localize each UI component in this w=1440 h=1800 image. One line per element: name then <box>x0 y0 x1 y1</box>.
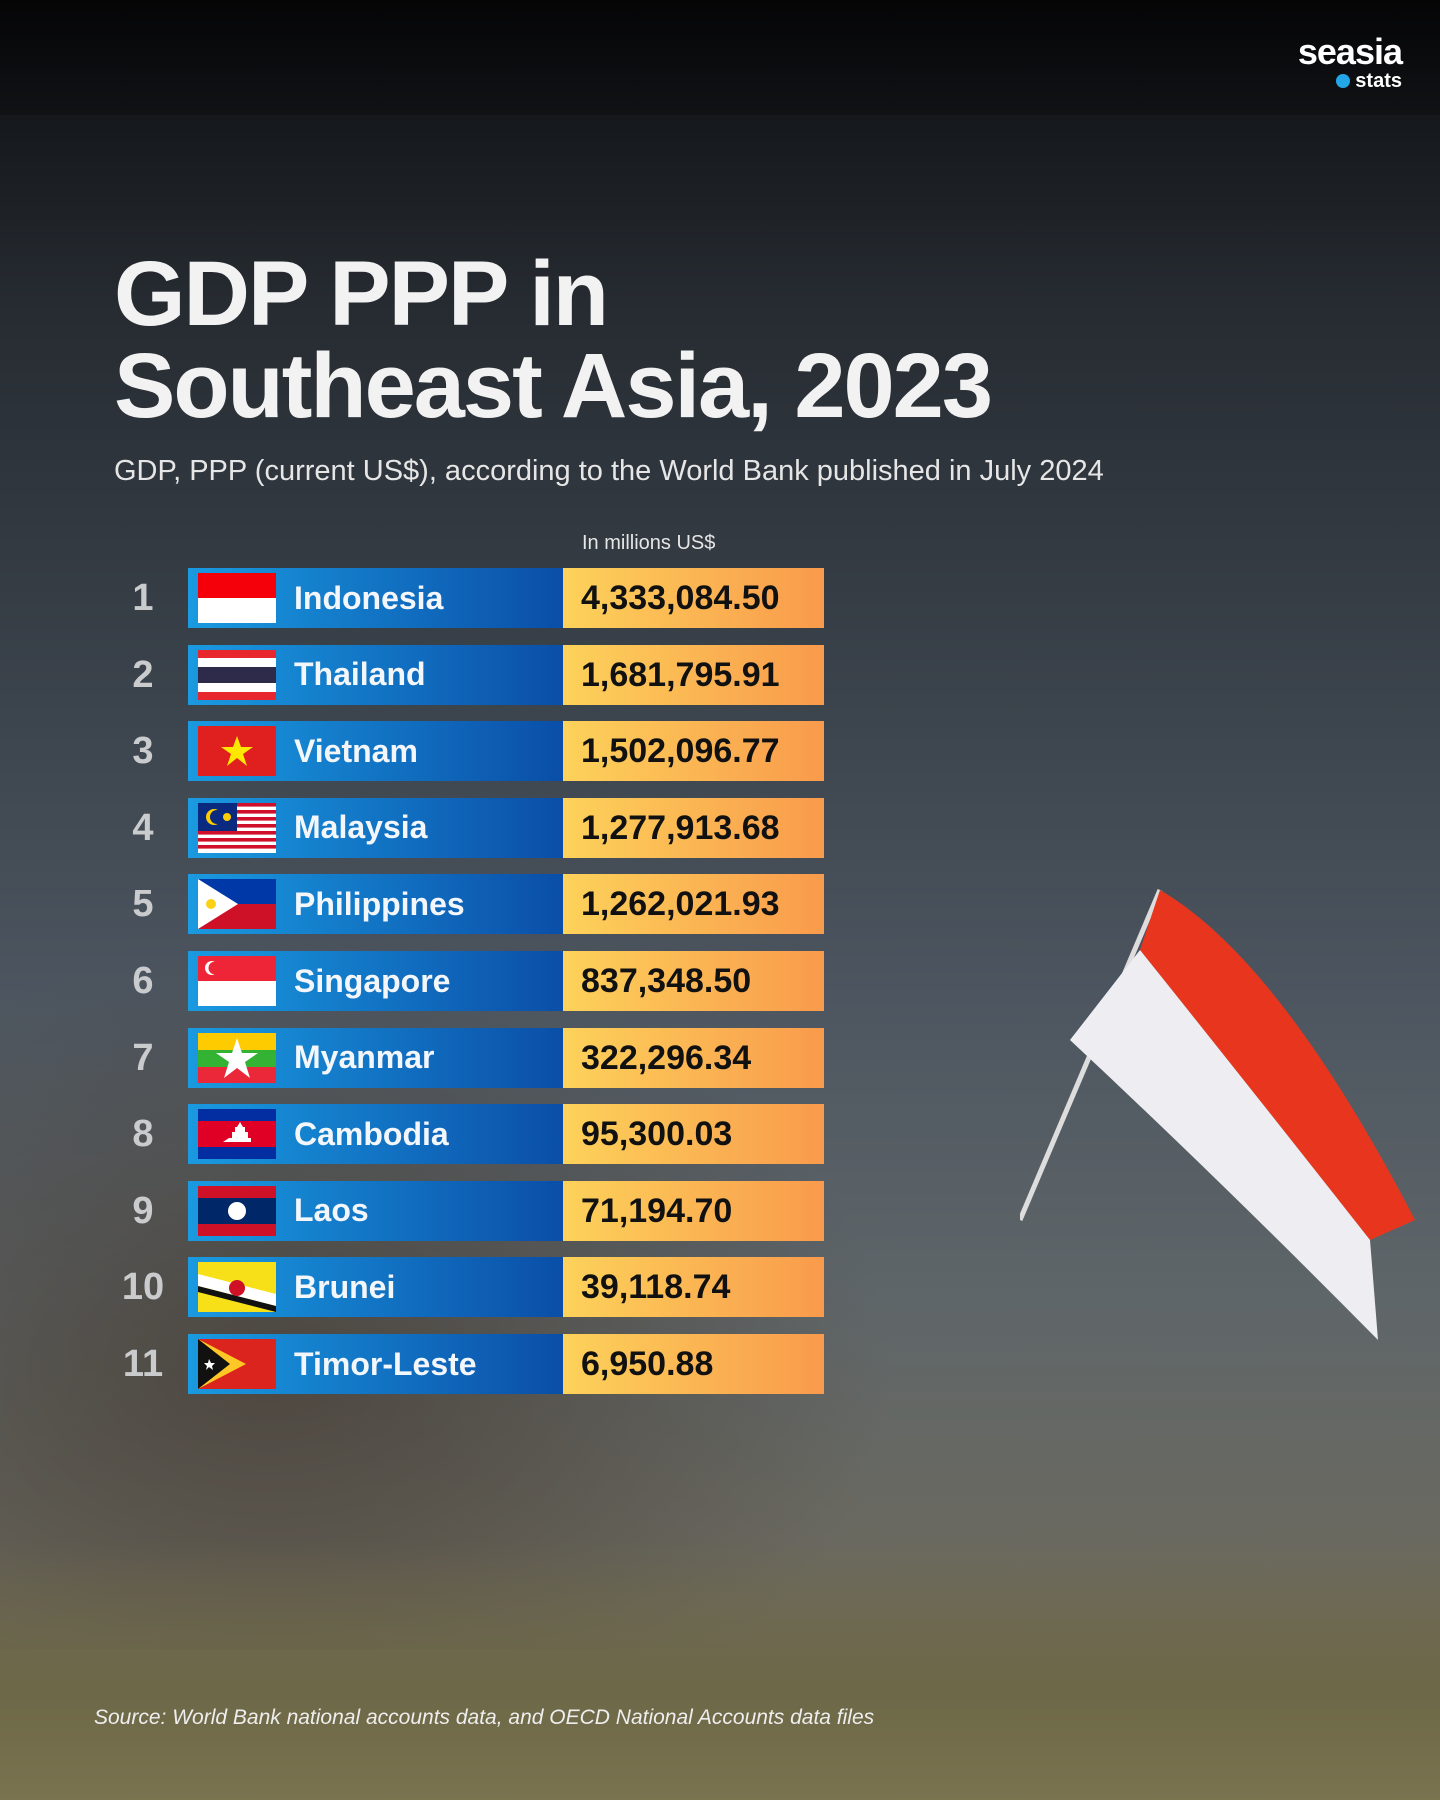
country-name: Timor-Leste <box>294 1345 477 1382</box>
top-bar <box>0 0 1440 115</box>
rank-number: 7 <box>132 1036 154 1079</box>
country-name: Indonesia <box>294 579 444 616</box>
table-row: 8 Cambodia 95,300.03 <box>132 1104 824 1165</box>
laos-flag-icon <box>198 1185 276 1236</box>
philippines-flag-icon <box>198 879 276 930</box>
gdp-value: 1,262,021.93 <box>563 874 824 935</box>
source-note: Source: World Bank national accounts dat… <box>94 1706 875 1729</box>
gdp-value: 322,296.34 <box>563 1027 824 1088</box>
country-cell: Cambodia <box>188 1104 563 1165</box>
country-cell: Myanmar <box>188 1027 563 1088</box>
table-row: 5 Philippines 1,262,021.93 <box>132 874 824 935</box>
rank-number: 1 <box>132 577 154 619</box>
country-cell: Indonesia <box>188 568 563 628</box>
country-cell: Brunei <box>188 1257 563 1318</box>
country-cell: Philippines <box>188 874 563 935</box>
table-row: 9 Laos 71,194.70 <box>132 1180 824 1241</box>
gdp-value: 837,348.50 <box>563 951 824 1011</box>
table-row: 7 Myanmar 322,296.34 <box>132 1027 824 1088</box>
rank-number: 10 <box>121 1266 165 1309</box>
rank-number: 6 <box>132 960 154 1002</box>
thailand-flag-icon <box>198 649 276 700</box>
country-name: Brunei <box>294 1268 396 1305</box>
page-title: GDP PPP in Southeast Asia, 2023 <box>114 243 993 437</box>
table-row: 1 Indonesia 4,333,084.50 <box>132 568 824 628</box>
table-row: 4 Malaysia 1,277,913.68 <box>132 797 824 858</box>
rank-number: 5 <box>132 883 154 926</box>
myanmar-flag-icon <box>198 1032 276 1083</box>
brunei-flag-icon <box>198 1262 276 1313</box>
gdp-value: 95,300.03 <box>563 1104 824 1165</box>
country-name: Myanmar <box>294 1039 435 1076</box>
country-name: Thailand <box>294 656 426 693</box>
gdp-value: 39,118.74 <box>563 1257 824 1318</box>
rank-number: 11 <box>122 1343 164 1385</box>
gdp-value: 4,333,084.50 <box>563 568 824 628</box>
country-name: Vietnam <box>294 732 418 769</box>
table-row: 6 Singapore 837,348.50 <box>132 951 824 1011</box>
rank-number: 3 <box>132 730 154 773</box>
country-name: Singapore <box>294 962 451 999</box>
subtitle: GDP, PPP (current US$), according to the… <box>114 455 1104 487</box>
country-cell: Malaysia <box>188 797 563 858</box>
logo-dot-icon <box>1336 74 1351 88</box>
table-row: 2 Thailand 1,681,795.91 <box>132 644 824 705</box>
rank-number: 4 <box>132 806 154 849</box>
gdp-value: 1,502,096.77 <box>563 721 824 782</box>
country-name: Philippines <box>294 885 465 922</box>
country-name: Laos <box>294 1192 369 1229</box>
rank-number: 2 <box>132 653 154 696</box>
table-row: 11 Timor-Leste 6,950.88 <box>123 1334 824 1394</box>
indonesia-flag-icon <box>198 573 276 623</box>
vietnam-flag-icon <box>198 726 276 777</box>
table-row: 3 Vietnam 1,502,096.77 <box>132 721 824 782</box>
singapore-flag-icon <box>198 956 276 1006</box>
gdp-value: 1,681,795.91 <box>563 644 824 705</box>
rank-number: 9 <box>132 1189 154 1232</box>
gdp-value: 1,277,913.68 <box>563 797 824 858</box>
country-cell: Singapore <box>188 951 563 1011</box>
background-photo-ground <box>0 1540 1440 1800</box>
country-cell: Thailand <box>188 644 563 705</box>
country-name: Malaysia <box>294 809 428 846</box>
gdp-value: 71,194.70 <box>563 1180 824 1241</box>
indonesian-flag-photo <box>1020 889 1415 1340</box>
timor-leste-flag-icon <box>198 1339 276 1389</box>
seasia-stats-logo: seasia stats <box>1297 31 1403 93</box>
cambodia-flag-icon <box>198 1109 276 1160</box>
country-name: Cambodia <box>294 1115 449 1152</box>
malaysia-flag-icon <box>198 802 276 853</box>
country-cell: Timor-Leste <box>188 1334 563 1394</box>
rank-number: 8 <box>132 1113 154 1156</box>
gdp-value: 6,950.88 <box>563 1334 824 1394</box>
unit-label: In millions US$ <box>582 532 716 554</box>
table-row: 10 Brunei 39,118.74 <box>122 1257 824 1318</box>
country-cell: Laos <box>188 1180 563 1241</box>
country-cell: Vietnam <box>188 721 563 782</box>
